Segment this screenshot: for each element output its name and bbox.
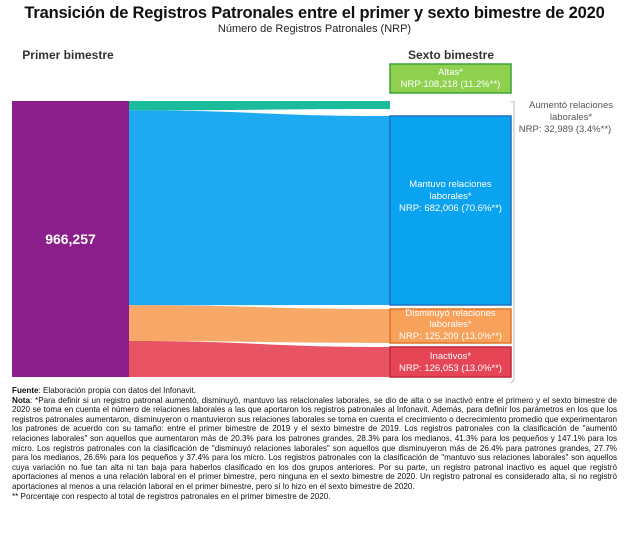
header-sexto-bimestre: Sexto bimestre — [408, 48, 494, 62]
label-mantuvo-line1: Mantuvo relaciones — [409, 179, 492, 190]
flow-mantuvo — [129, 110, 390, 306]
aumento-bracket-line — [510, 101, 515, 384]
label-disminuyo-line1: Disminuyó relaciones — [405, 308, 496, 319]
label-mantuvo-line2: laborales* — [429, 191, 472, 202]
source-node-primer-bimestre — [12, 101, 129, 377]
source-label: Fuente — [12, 386, 39, 395]
chart-title: Transición de Registros Patronales entre… — [24, 4, 605, 22]
sankey-chart: Primer bimestre Sexto bimestre 966,257 Alta… — [12, 48, 613, 384]
value-altas: NRP:108,218 (11.2%**) — [401, 79, 501, 90]
target-node-disminuyo — [389, 308, 512, 344]
target-node-altas — [389, 63, 512, 94]
flow-disminuyo — [129, 305, 390, 343]
flow-inactivos — [129, 340, 390, 377]
note-label: Nota — [12, 395, 30, 405]
label-aumento-line2: laborales* — [550, 112, 593, 123]
source-note: Fuente: Elaboración propia con datos del… — [12, 386, 617, 396]
source-text: : Elaboración propia con datos del Infon… — [38, 386, 197, 395]
source-value-label: 966,257 — [45, 231, 96, 247]
footer-notes: Fuente: Elaboración propia con datos del… — [12, 386, 617, 501]
value-disminuyo: NRP: 125,209 (13.0%**) — [399, 331, 502, 342]
flow-aumento — [129, 101, 390, 111]
note-text: : *Para definir si un registro patronal … — [12, 395, 617, 491]
method-note: Nota: *Para definir si un registro patro… — [12, 396, 617, 492]
target-node-inactivos — [389, 346, 512, 378]
label-altas: Altas* — [438, 67, 463, 78]
label-disminuyo-line2: laborales* — [429, 319, 472, 330]
target-node-mantuvo — [389, 115, 512, 306]
chart-subtitle: Número de Registros Patronales (NRP) — [217, 23, 412, 35]
value-aumento: NRP: 32,989 (3.4%**) — [519, 124, 611, 135]
percentage-note: ** Porcentaje con respecto al total de r… — [12, 491, 331, 501]
value-mantuvo: NRP: 682,006 (70.6%**) — [399, 203, 502, 214]
label-inactivos: Inactivos* — [430, 351, 471, 362]
label-aumento-line1: Aumentó relaciones — [529, 100, 613, 111]
value-inactivos: NRP: 126,053 (13.0%**) — [399, 363, 502, 374]
header-primer-bimestre: Primer bimestre — [22, 48, 114, 62]
